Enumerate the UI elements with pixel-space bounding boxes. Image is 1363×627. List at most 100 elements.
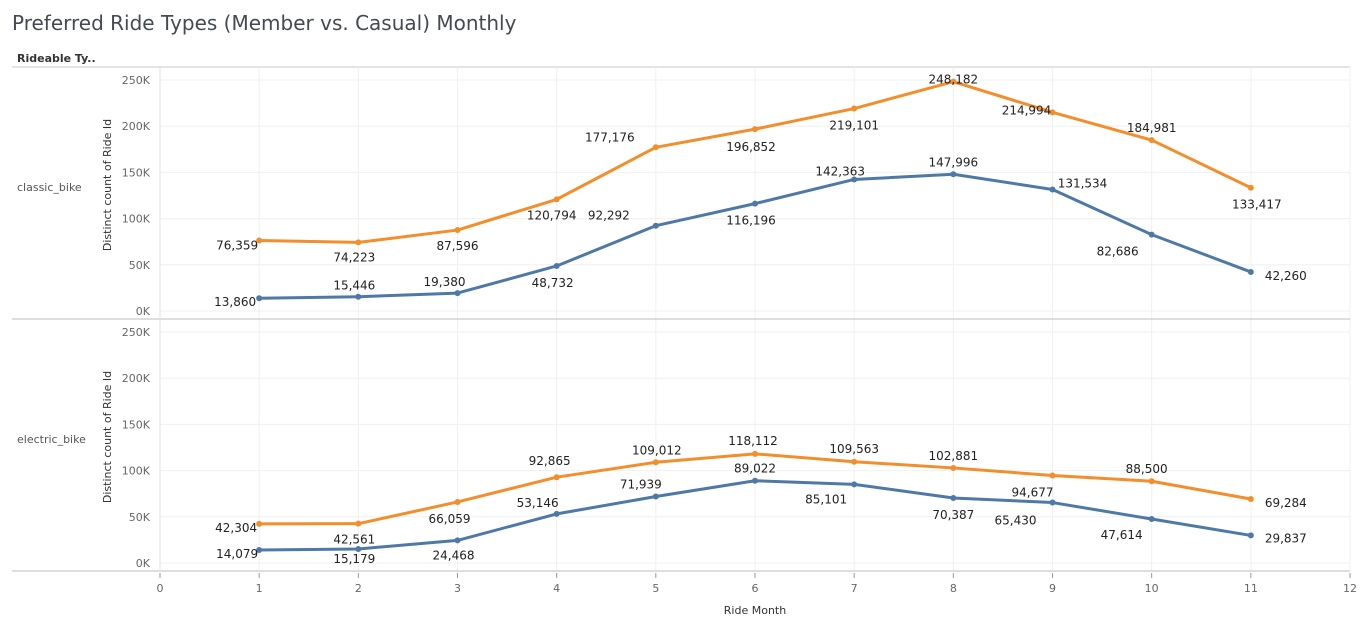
data-label: 118,112 [728,434,778,448]
data-label: 74,223 [333,250,375,264]
data-point [256,237,263,244]
x-tick-label: 9 [1049,582,1056,595]
data-point [851,176,858,183]
data-point [1247,184,1254,191]
data-label: 65,430 [995,514,1037,528]
data-label: 147,996 [929,155,979,169]
data-label: 48,732 [532,276,574,290]
data-point [553,510,560,517]
data-label: 47,614 [1101,528,1143,542]
chart-title: Preferred Ride Types (Member vs. Casual)… [12,11,517,35]
data-label: 42,561 [333,533,375,547]
data-point [652,459,659,466]
data-label: 14,079 [216,547,258,561]
y-axis-title: Distinct count of Ride Id [101,119,114,251]
data-label: 13,860 [214,295,256,309]
data-label: 87,596 [437,239,479,253]
data-point [454,227,461,234]
x-tick-label: 5 [652,582,659,595]
y-tick-label: 100K [122,213,151,226]
data-point [652,222,659,229]
data-label: 214,994 [1002,103,1052,117]
x-tick-label: 2 [355,582,362,595]
data-label: 15,446 [333,279,375,293]
panel-label-electric-bike: electric_bike [17,433,86,446]
x-tick-label: 1 [256,582,263,595]
y-axis-title: Distinct count of Ride Id [101,371,114,503]
data-label: 177,176 [585,130,635,144]
data-point [752,200,758,207]
x-tick-label: 7 [851,582,858,595]
x-tick-label: 8 [950,582,957,595]
x-axis-title: Ride Month [724,604,786,617]
data-label: 71,939 [620,478,662,492]
data-label: 19,380 [424,275,466,289]
data-label: 70,387 [932,508,974,522]
data-label: 29,837 [1265,531,1307,545]
data-label: 53,146 [517,496,559,510]
data-point [1148,137,1155,144]
data-point [1247,532,1254,539]
x-tick-label: 0 [157,582,164,595]
data-point [652,144,659,151]
data-point [355,293,362,300]
data-label: 120,794 [527,208,577,222]
x-tick-label: 10 [1145,582,1159,595]
x-tick-label: 6 [752,582,759,595]
data-point [454,498,461,505]
data-point [256,520,263,527]
data-point [752,126,758,133]
y-tick-label: 150K [122,166,151,179]
y-tick-label: 50K [129,511,151,524]
data-label: 133,417 [1232,198,1282,212]
y-tick-label: 200K [122,372,151,385]
data-point [950,464,957,471]
data-label: 92,865 [529,454,571,468]
data-label: 184,981 [1127,121,1177,135]
data-point [553,474,560,481]
data-point [1148,478,1155,485]
data-label: 94,677 [1012,486,1054,500]
y-tick-label: 200K [122,120,151,133]
data-point [256,295,263,302]
data-point [950,494,957,501]
y-tick-label: 0K [136,305,151,318]
x-tick-label: 11 [1244,582,1258,595]
data-label: 196,852 [726,140,776,154]
data-point [1049,472,1056,479]
y-tick-label: 150K [122,418,151,431]
data-point [1049,499,1056,506]
data-label: 42,304 [215,521,257,535]
data-label: 116,196 [726,214,776,228]
data-point [752,477,758,484]
data-label: 42,260 [1265,269,1307,283]
data-label: 131,534 [1058,176,1108,190]
data-label: 88,500 [1126,462,1168,476]
y-tick-label: 250K [122,74,151,87]
x-tick-label: 4 [553,582,560,595]
data-point [553,196,560,203]
data-label: 69,284 [1265,496,1307,510]
data-label: 92,292 [588,209,630,223]
data-point [851,458,858,465]
data-point [454,290,461,297]
data-point [256,546,263,553]
data-label: 82,686 [1097,245,1139,259]
y-tick-label: 0K [136,557,151,570]
data-point [1247,268,1254,275]
data-point [950,78,957,85]
data-point [553,262,560,269]
data-point [454,537,461,544]
data-label: 85,101 [805,492,847,506]
data-label: 219,101 [829,119,879,133]
data-label: 24,468 [433,548,475,562]
data-point [851,481,858,488]
data-point [652,493,659,500]
y-tick-label: 250K [122,326,151,339]
y-tick-label: 50K [129,259,151,272]
data-point [851,105,858,112]
row-header-label: Rideable Ty.. [17,52,96,65]
data-label: 66,059 [429,512,471,526]
data-point [1148,231,1155,238]
x-tick-label: 3 [454,582,461,595]
